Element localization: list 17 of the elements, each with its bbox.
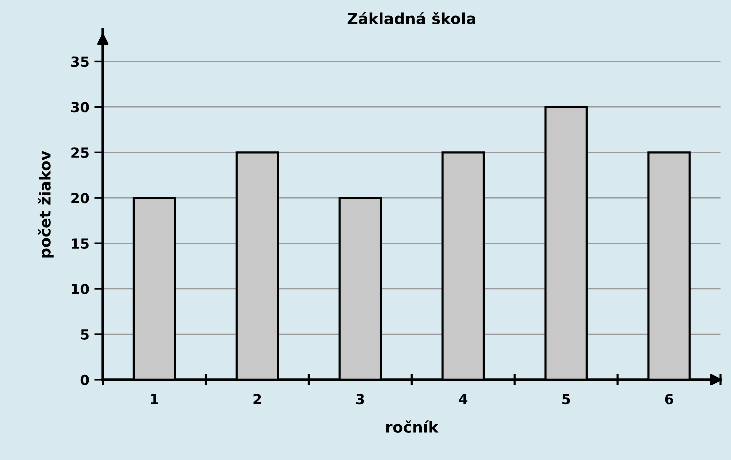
y-tick-label: 5 xyxy=(81,330,89,340)
x-tick-label: 3 xyxy=(356,394,364,405)
y-tick-label: 30 xyxy=(71,102,90,113)
y-tick-label: 15 xyxy=(72,238,89,250)
x-tick-label: 6 xyxy=(665,394,674,405)
y-tick-label: 10 xyxy=(72,284,90,295)
y-tick-label: 0 xyxy=(80,374,90,386)
x-tick-label: 1 xyxy=(151,394,158,404)
y-tick-label: 25 xyxy=(72,148,89,158)
x-tick-label: 5 xyxy=(562,394,570,405)
x-tick-label: 2 xyxy=(254,394,262,404)
x-axis-title: ročník xyxy=(386,420,439,434)
y-axis-title: počet žiakov xyxy=(38,151,54,258)
chart-title: Základná škola xyxy=(348,12,476,25)
y-tick-label: 20 xyxy=(72,193,90,204)
y-tick-label: 35 xyxy=(71,56,89,68)
x-tick-label: 4 xyxy=(459,394,468,404)
